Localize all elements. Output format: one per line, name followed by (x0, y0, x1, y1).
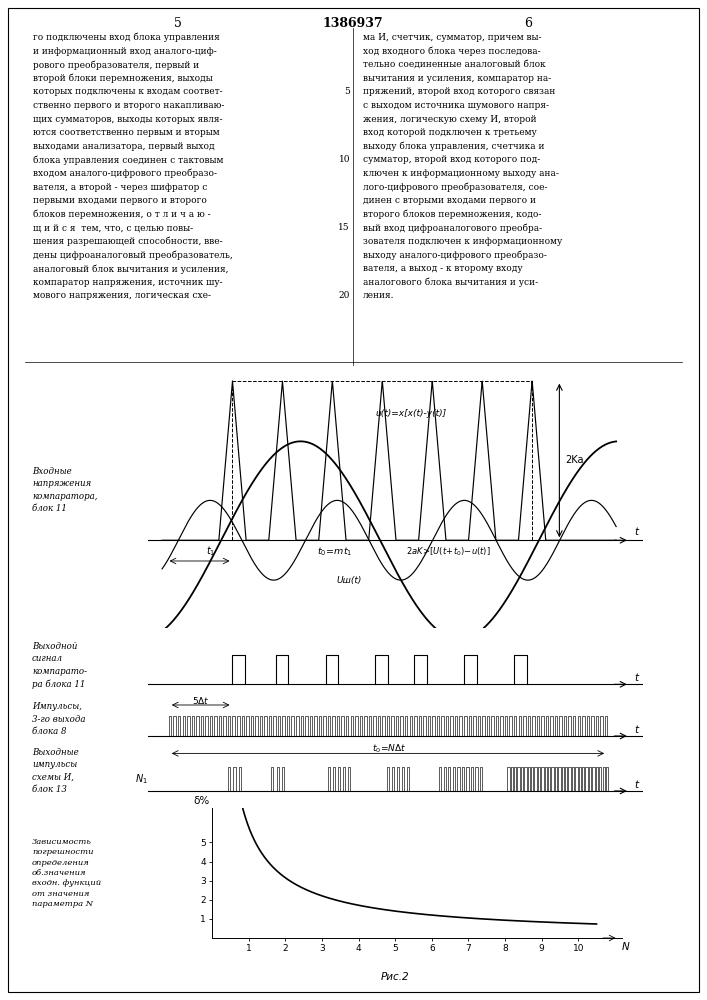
Text: 10: 10 (339, 155, 350, 164)
Text: шения разрешающей способности, вве-: шения разрешающей способности, вве- (33, 237, 223, 246)
Text: вателя, а второй - через шифратор с: вателя, а второй - через шифратор с (33, 183, 207, 192)
Text: $t_0\!=\!mt_1$: $t_0\!=\!mt_1$ (317, 545, 352, 558)
Text: которых подключены к входам соответ-: которых подключены к входам соответ- (33, 87, 223, 96)
Text: t: t (634, 527, 638, 537)
Text: Выходные
импульсы
схемы И,
блок 13: Выходные импульсы схемы И, блок 13 (32, 748, 78, 794)
Text: Рис.2: Рис.2 (381, 972, 409, 982)
Text: 1386937: 1386937 (322, 17, 383, 30)
Text: второй блоки перемножения, выходы: второй блоки перемножения, выходы (33, 74, 213, 83)
Text: мового напряжения, логическая схе-: мового напряжения, логическая схе- (33, 291, 211, 300)
Text: 20: 20 (339, 291, 350, 300)
Text: блоков перемножения, о т л и ч а ю -: блоков перемножения, о т л и ч а ю - (33, 210, 211, 219)
Text: пряжений, второй вход которого связан: пряжений, второй вход которого связан (363, 87, 556, 96)
Text: ются соответственно первым и вторым: ются соответственно первым и вторым (33, 128, 220, 137)
Text: первыми входами первого и второго: первыми входами первого и второго (33, 196, 207, 205)
Text: щих сумматоров, выходы которых явля-: щих сумматоров, выходы которых явля- (33, 115, 223, 124)
Text: аналогового блока вычитания и уси-: аналогового блока вычитания и уси- (363, 278, 538, 287)
Text: вый вход цифроаналогового преобра-: вый вход цифроаналогового преобра- (363, 223, 542, 233)
Text: ления.: ления. (363, 291, 395, 300)
Text: и информационный вход аналого-циф-: и информационный вход аналого-циф- (33, 47, 217, 56)
Text: динен с вторыми входами первого и: динен с вторыми входами первого и (363, 196, 536, 205)
Text: Выходной
сигнал
компарато-
ра блока 11: Выходной сигнал компарато- ра блока 11 (32, 642, 87, 689)
Text: блока управления соединен с тактовым: блока управления соединен с тактовым (33, 155, 223, 165)
Text: второго блоков перемножения, кодо-: второго блоков перемножения, кодо- (363, 210, 542, 219)
Text: аналоговый блок вычитания и усиления,: аналоговый блок вычитания и усиления, (33, 264, 228, 274)
Text: 2Ka: 2Ka (565, 455, 583, 465)
Text: $N_1$: $N_1$ (134, 772, 148, 786)
Text: $2aK\!>\![U(t\!+\!t_0)\!-\!u(t)]$: $2aK\!>\![U(t\!+\!t_0)\!-\!u(t)]$ (406, 545, 491, 558)
Text: 5: 5 (174, 17, 182, 30)
Text: t: t (634, 780, 638, 790)
Text: лого-цифрового преобразователя, сое-: лого-цифрового преобразователя, сое- (363, 183, 547, 192)
Text: Зависимость
погрешности
определения
об.значения
входн. функций
от значения
парам: Зависимость погрешности определения об.з… (32, 838, 101, 908)
Text: тельно соединенные аналоговый блок: тельно соединенные аналоговый блок (363, 60, 546, 69)
Text: 6: 6 (524, 17, 532, 30)
Text: N: N (622, 942, 630, 952)
Text: выходами анализатора, первый выход: выходами анализатора, первый выход (33, 142, 215, 151)
Text: вычитания и усиления, компаратор на-: вычитания и усиления, компаратор на- (363, 74, 551, 83)
Text: t: t (634, 725, 638, 735)
Text: $5\Delta t$: $5\Delta t$ (192, 696, 209, 706)
Text: зователя подключен к информационному: зователя подключен к информационному (363, 237, 562, 246)
Text: выходу аналого-цифрового преобразо-: выходу аналого-цифрового преобразо- (363, 251, 547, 260)
Text: δ%: δ% (194, 796, 210, 806)
Text: с выходом источника шумового напря-: с выходом источника шумового напря- (363, 101, 549, 110)
Text: вателя, а выход - к второму входу: вателя, а выход - к второму входу (363, 264, 522, 273)
Text: Входные
напряжения
компаратора,
блок 11: Входные напряжения компаратора, блок 11 (32, 467, 98, 513)
Text: рового преобразователя, первый и: рового преобразователя, первый и (33, 60, 199, 70)
Text: входом аналого-цифрового преобразо-: входом аналого-цифрового преобразо- (33, 169, 217, 178)
Text: ключен к информационному выходу ана-: ключен к информационному выходу ана- (363, 169, 559, 178)
Text: жения, логическую схему И, второй: жения, логическую схему И, второй (363, 115, 537, 124)
Text: дены цифроаналоговый преобразователь,: дены цифроаналоговый преобразователь, (33, 251, 233, 260)
Text: компаратор напряжения, источник шу-: компаратор напряжения, источник шу- (33, 278, 223, 287)
Text: u(t)=x[x(t)-y(t)]: u(t)=x[x(t)-y(t)] (375, 409, 447, 418)
Text: $t_0\!=\!N\Delta t$: $t_0\!=\!N\Delta t$ (372, 742, 407, 755)
Text: ственно первого и второго накапливаю-: ственно первого и второго накапливаю- (33, 101, 224, 110)
Text: 5: 5 (344, 87, 350, 96)
Text: вход которой подключен к третьему: вход которой подключен к третьему (363, 128, 537, 137)
Text: $t_1$: $t_1$ (206, 544, 216, 558)
Text: ма И, счетчик, сумматор, причем вы-: ма И, счетчик, сумматор, причем вы- (363, 33, 542, 42)
Text: выходу блока управления, счетчика и: выходу блока управления, счетчика и (363, 142, 544, 151)
Text: го подключены вход блока управления: го подключены вход блока управления (33, 33, 220, 42)
Text: ход входного блока через последова-: ход входного блока через последова- (363, 47, 541, 56)
Text: Uш(t): Uш(t) (337, 576, 362, 585)
Text: t: t (634, 673, 638, 683)
Text: 15: 15 (339, 223, 350, 232)
Text: Импульсы,
3-го выхода
блока 8: Импульсы, 3-го выхода блока 8 (32, 702, 86, 736)
Text: щ и й с я  тем, что, с целью повы-: щ и й с я тем, что, с целью повы- (33, 223, 193, 232)
Text: сумматор, второй вход которого под-: сумматор, второй вход которого под- (363, 155, 540, 164)
